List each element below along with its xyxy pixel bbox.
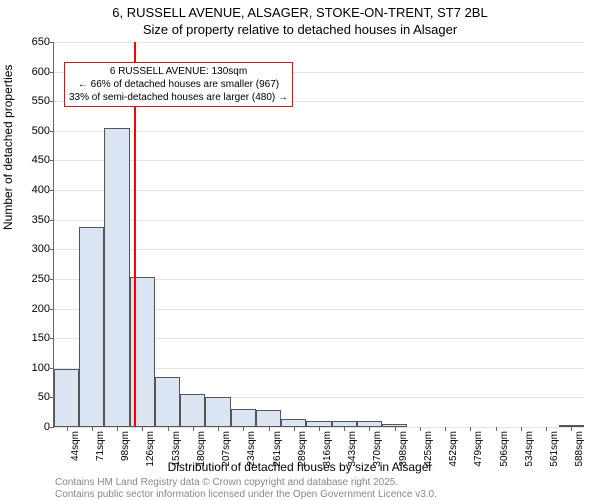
y-tick-mark	[50, 309, 53, 310]
y-tick-mark	[50, 72, 53, 73]
y-tick-mark	[50, 279, 53, 280]
histogram-bar	[79, 227, 104, 427]
histogram-bar	[256, 410, 281, 427]
y-tick-label: 600	[24, 67, 50, 78]
y-tick-label: 400	[24, 185, 50, 196]
x-tick-mark	[344, 427, 345, 431]
chart-title-line1: 6, RUSSELL AVENUE, ALSAGER, STOKE-ON-TRE…	[0, 5, 600, 20]
x-tick-mark	[269, 427, 270, 431]
x-tick-label: 534sqm	[524, 431, 535, 471]
x-tick-label: 561sqm	[549, 431, 560, 471]
x-tick-mark	[67, 427, 68, 431]
annotation-line: 33% of semi-detached houses are larger (…	[69, 91, 288, 104]
y-tick-mark	[50, 368, 53, 369]
x-tick-label: 126sqm	[145, 431, 156, 471]
histogram-bar	[104, 128, 129, 427]
y-tick-mark	[50, 427, 53, 428]
histogram-bar	[205, 397, 230, 427]
x-tick-mark	[395, 427, 396, 431]
x-tick-label: 452sqm	[448, 431, 459, 471]
y-tick-label: 250	[24, 274, 50, 285]
x-tick-mark	[243, 427, 244, 431]
x-tick-label: 289sqm	[297, 431, 308, 471]
annotation-line: ← 66% of detached houses are smaller (96…	[69, 78, 288, 91]
y-tick-label: 650	[24, 37, 50, 48]
x-tick-label: 180sqm	[196, 431, 207, 471]
y-tick-label: 0	[24, 422, 50, 433]
x-tick-mark	[496, 427, 497, 431]
y-tick-label: 350	[24, 215, 50, 226]
x-tick-mark	[420, 427, 421, 431]
x-tick-label: 153sqm	[171, 431, 182, 471]
x-tick-mark	[193, 427, 194, 431]
histogram-bar	[54, 369, 79, 427]
y-tick-mark	[50, 190, 53, 191]
histogram-bar	[155, 377, 180, 427]
chart-title-line2: Size of property relative to detached ho…	[0, 22, 600, 37]
x-tick-mark	[92, 427, 93, 431]
x-tick-label: 343sqm	[347, 431, 358, 471]
y-tick-mark	[50, 42, 53, 43]
y-tick-mark	[50, 131, 53, 132]
x-tick-mark	[546, 427, 547, 431]
y-tick-mark	[50, 101, 53, 102]
x-tick-label: 370sqm	[372, 431, 383, 471]
x-tick-label: 506sqm	[499, 431, 510, 471]
x-tick-label: 479sqm	[473, 431, 484, 471]
x-tick-mark	[117, 427, 118, 431]
histogram-bar	[281, 419, 306, 427]
x-tick-label: 316sqm	[322, 431, 333, 471]
x-tick-label: 71sqm	[95, 431, 106, 471]
y-tick-label: 550	[24, 96, 50, 107]
x-tick-mark	[294, 427, 295, 431]
x-tick-label: 98sqm	[120, 431, 131, 471]
x-tick-mark	[521, 427, 522, 431]
x-tick-mark	[571, 427, 572, 431]
x-tick-mark	[445, 427, 446, 431]
y-axis-label: Number of detached properties	[1, 65, 15, 230]
x-tick-label: 588sqm	[574, 431, 585, 471]
y-tick-mark	[50, 249, 53, 250]
x-tick-mark	[142, 427, 143, 431]
x-tick-label: 398sqm	[398, 431, 409, 471]
y-tick-mark	[50, 338, 53, 339]
y-tick-label: 300	[24, 244, 50, 255]
x-tick-mark	[319, 427, 320, 431]
property-annotation: 6 RUSSELL AVENUE: 130sqm← 66% of detache…	[64, 62, 293, 107]
y-tick-label: 100	[24, 363, 50, 374]
plot-area: 6 RUSSELL AVENUE: 130sqm← 66% of detache…	[53, 42, 584, 428]
y-tick-mark	[50, 160, 53, 161]
x-tick-mark	[470, 427, 471, 431]
footer-copyright-1: Contains HM Land Registry data © Crown c…	[55, 477, 398, 488]
x-tick-mark	[369, 427, 370, 431]
y-tick-mark	[50, 220, 53, 221]
x-tick-label: 261sqm	[272, 431, 283, 471]
x-tick-label: 207sqm	[221, 431, 232, 471]
annotation-line: 6 RUSSELL AVENUE: 130sqm	[69, 65, 288, 78]
x-tick-label: 425sqm	[423, 431, 434, 471]
histogram-bar	[180, 394, 205, 427]
y-tick-label: 150	[24, 333, 50, 344]
histogram-bar	[231, 409, 256, 427]
x-tick-mark	[168, 427, 169, 431]
footer-copyright-2: Contains public sector information licen…	[55, 489, 437, 500]
x-tick-label: 234sqm	[246, 431, 257, 471]
y-tick-label: 500	[24, 126, 50, 137]
x-tick-mark	[218, 427, 219, 431]
y-tick-label: 50	[24, 392, 50, 403]
y-tick-label: 200	[24, 304, 50, 315]
y-tick-label: 450	[24, 155, 50, 166]
x-tick-label: 44sqm	[70, 431, 81, 471]
y-tick-mark	[50, 397, 53, 398]
